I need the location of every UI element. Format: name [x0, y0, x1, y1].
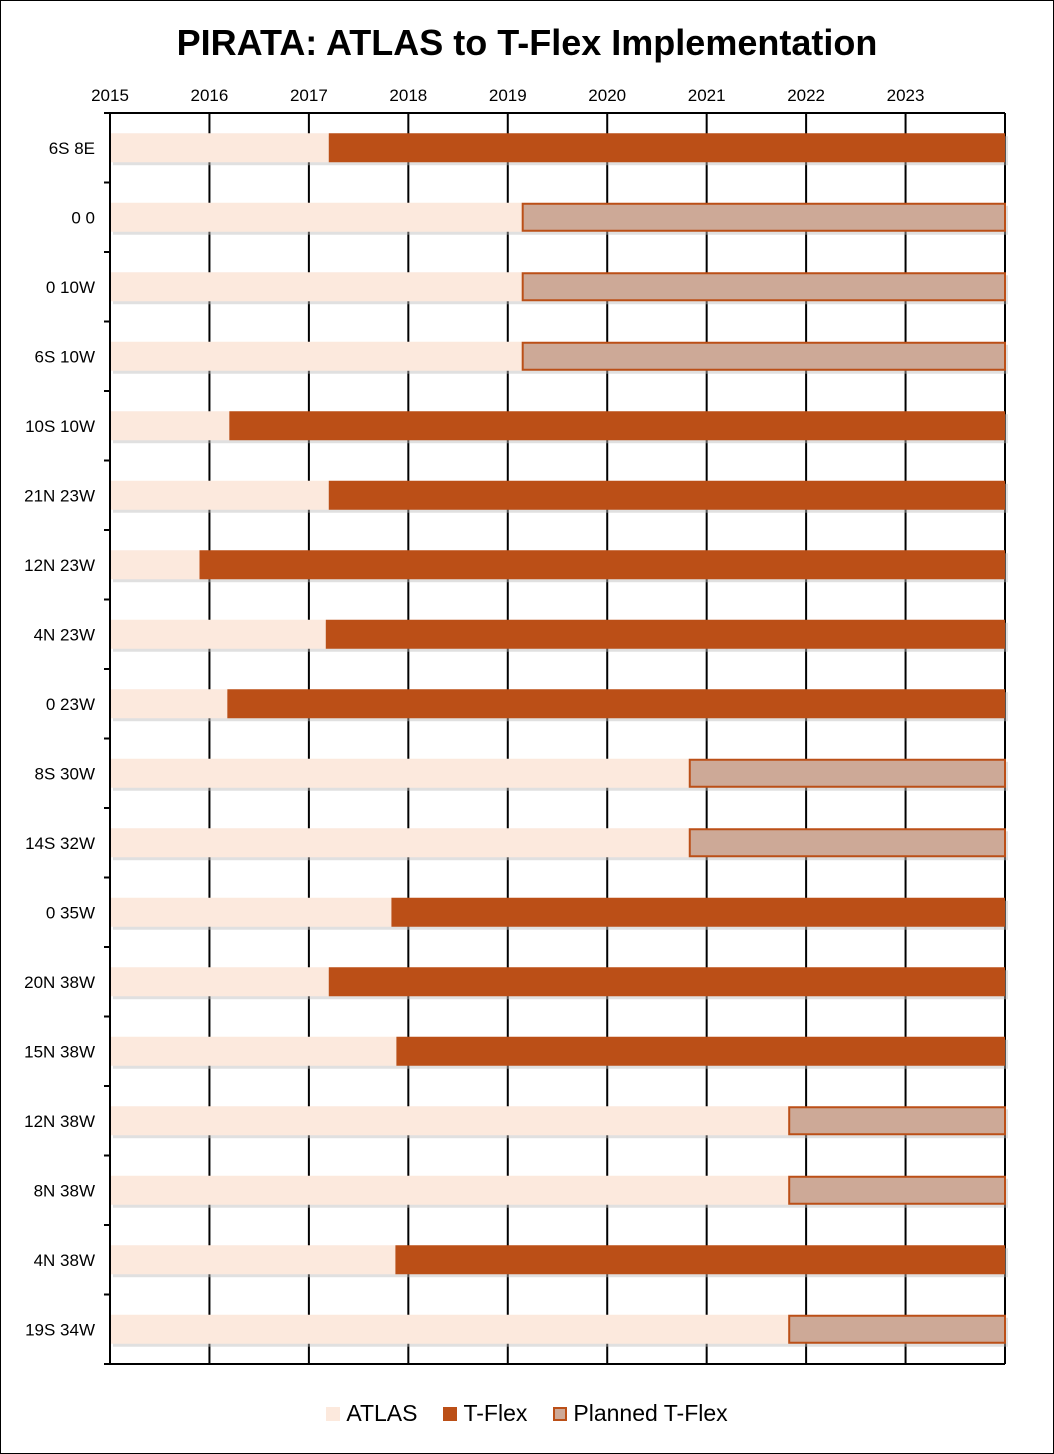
bar-planned-tflex	[688, 758, 1006, 788]
category-label: 4N 38W	[34, 1251, 95, 1270]
bar-tflex	[227, 689, 1005, 719]
legend-label-tflex: T-Flex	[463, 1400, 528, 1426]
legend-item-tflex: T-Flex	[443, 1400, 527, 1427]
bar-planned-tflex	[788, 1106, 1007, 1136]
bar-tflex	[328, 133, 1005, 163]
bar-tflex	[325, 619, 1005, 649]
x-tick-label: 2020	[588, 86, 626, 105]
x-tick-label: 2021	[688, 86, 726, 105]
bar-planned-tflex	[521, 341, 1006, 371]
bar-atlas	[110, 967, 329, 997]
bar-planned-tflex	[521, 272, 1006, 302]
bar-atlas	[110, 619, 326, 649]
legend-label-atlas: ATLAS	[346, 1400, 418, 1426]
x-tick-label: 2018	[389, 86, 427, 105]
bar-atlas	[110, 1175, 790, 1205]
bar-tflex	[396, 1036, 1005, 1066]
bar-atlas	[110, 1245, 396, 1275]
category-label: 0 35W	[46, 903, 95, 922]
bar-atlas	[110, 689, 228, 719]
category-label: 8N 38W	[34, 1181, 95, 1200]
category-label: 14S 32W	[25, 834, 95, 853]
bar-planned-tflex	[688, 828, 1006, 858]
bar-atlas	[110, 1106, 790, 1136]
category-label: 10S 10W	[25, 417, 95, 436]
legend: ATLAS T-Flex Planned T-Flex	[0, 1400, 1054, 1427]
bar-atlas	[110, 480, 329, 510]
bar-atlas	[110, 550, 200, 580]
chart-title: PIRATA: ATLAS to T-Flex Implementation	[176, 22, 878, 63]
bar-atlas	[110, 272, 523, 302]
legend-item-atlas: ATLAS	[326, 1400, 417, 1427]
bar-atlas	[110, 828, 690, 858]
category-label: 8S 30W	[35, 764, 95, 783]
category-label: 12N 38W	[24, 1112, 95, 1131]
category-label: 19S 34W	[25, 1320, 95, 1339]
bar-atlas	[110, 1314, 790, 1344]
bar-atlas	[110, 133, 329, 163]
bar-atlas	[110, 341, 523, 371]
bar-atlas	[110, 758, 690, 788]
bar-tflex	[199, 550, 1005, 580]
bar-tflex	[328, 480, 1005, 510]
category-label: 0 10W	[46, 278, 95, 297]
category-label: 21N 23W	[24, 486, 95, 505]
category-label: 6S 10W	[35, 347, 95, 366]
x-tick-label: 2022	[787, 86, 825, 105]
category-label: 0 23W	[46, 695, 95, 714]
bar-tflex	[395, 1245, 1006, 1275]
category-label: 15N 38W	[24, 1042, 95, 1061]
legend-swatch-planned-tflex	[553, 1406, 568, 1421]
bar-tflex	[391, 897, 1006, 927]
category-label: 20N 38W	[24, 973, 95, 992]
category-label: 0 0	[71, 208, 95, 227]
x-tick-label: 2015	[91, 86, 129, 105]
bar-atlas	[110, 411, 230, 441]
bar-atlas	[110, 897, 392, 927]
bar-atlas	[110, 202, 523, 232]
bar-tflex	[229, 411, 1006, 441]
category-label: 6S 8E	[49, 139, 95, 158]
x-tick-label: 2019	[489, 86, 527, 105]
legend-label-planned-tflex: Planned T-Flex	[573, 1400, 728, 1426]
x-tick-label: 2016	[191, 86, 229, 105]
x-tick-label: 2017	[290, 86, 328, 105]
bar-planned-tflex	[788, 1175, 1007, 1205]
category-label: 4N 23W	[34, 625, 95, 644]
x-tick-label: 2023	[887, 86, 925, 105]
bar-planned-tflex	[788, 1314, 1007, 1344]
legend-swatch-tflex	[443, 1406, 458, 1421]
bar-planned-tflex	[521, 202, 1006, 232]
category-label: 12N 23W	[24, 556, 95, 575]
bar-tflex	[328, 967, 1005, 997]
legend-item-planned-tflex: Planned T-Flex	[553, 1400, 728, 1427]
legend-swatch-atlas	[326, 1406, 341, 1421]
bar-atlas	[110, 1036, 397, 1066]
